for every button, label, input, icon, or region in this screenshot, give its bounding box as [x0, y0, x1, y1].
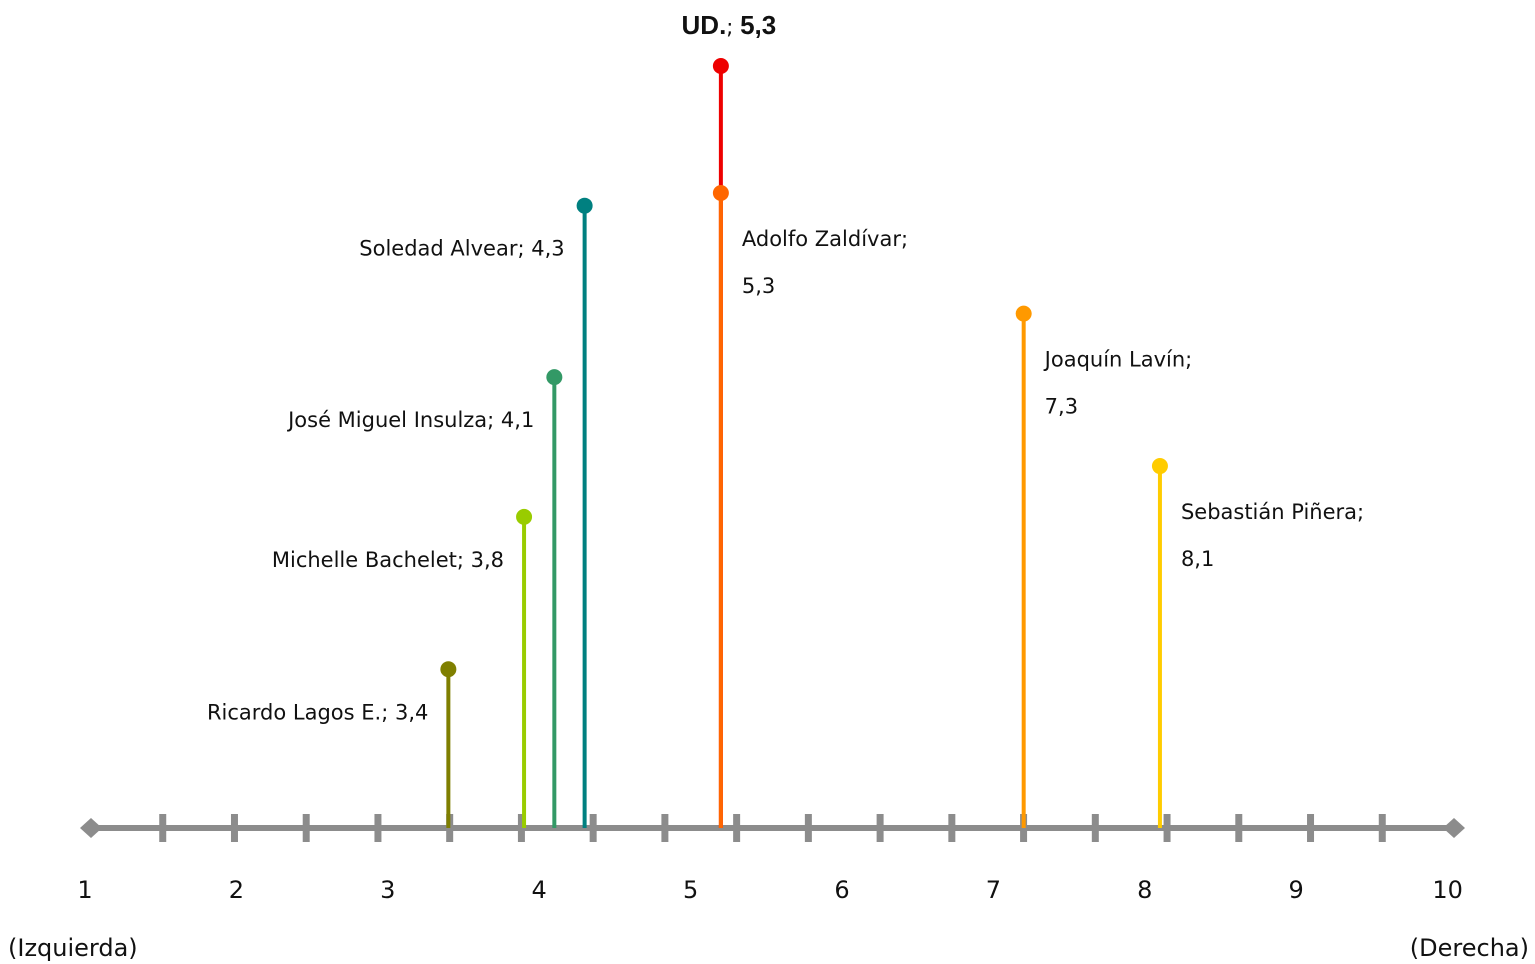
axis-tick-label: 9 — [1289, 876, 1304, 904]
axis-left-arrow — [80, 818, 102, 838]
axis: 1 2 3 4 5 6 7 8 9 10 (Izquierda) (Derecha) — [8, 814, 1529, 962]
point-value-label: 7,3 — [1045, 395, 1078, 419]
point-label: José Miguel Insulza; 4,1 — [286, 408, 534, 432]
stem-marker — [712, 58, 729, 74]
stem-marker — [1015, 305, 1032, 322]
point-label: Michelle Bachelet; 3,8 — [272, 548, 504, 572]
point-label: Sebastián Piñera; — [1181, 500, 1364, 524]
stem-marker — [440, 661, 457, 678]
axis-tick-label: 8 — [1137, 876, 1152, 904]
stems — [440, 58, 1168, 828]
point-value-label: 8,1 — [1181, 547, 1214, 571]
axis-left-label: (Izquierda) — [8, 934, 138, 962]
axis-tick-label: 7 — [986, 876, 1001, 904]
point-label: UD.; 5,3 — [682, 10, 777, 40]
axis-tick-label: 6 — [834, 876, 849, 904]
axis-right-arrow — [1443, 818, 1465, 838]
stem-marker — [1151, 458, 1168, 475]
axis-tick-label: 3 — [380, 876, 395, 904]
axis-tick-label: 5 — [683, 876, 698, 904]
axis-tick-label: 4 — [532, 876, 547, 904]
axis-tick-label: 2 — [229, 876, 244, 904]
stem-marker — [712, 185, 729, 201]
point-label: Adolfo Zaldívar; — [742, 227, 908, 251]
labels: Ricardo Lagos E.; 3,4 Michelle Bachelet; … — [207, 10, 1364, 724]
point-value-label: 5,3 — [742, 274, 775, 298]
stem-marker — [576, 197, 593, 214]
point-label: Ricardo Lagos E.; 3,4 — [207, 700, 428, 724]
point-label: Joaquín Lavín; — [1043, 348, 1193, 372]
axis-tick-label: 1 — [77, 876, 92, 904]
stem-marker — [546, 369, 563, 386]
axis-right-label: (Derecha) — [1410, 934, 1529, 962]
point-label: Soledad Alvear; 4,3 — [359, 237, 564, 261]
stem-marker — [516, 508, 533, 525]
axis-tick-label: 10 — [1432, 876, 1463, 904]
